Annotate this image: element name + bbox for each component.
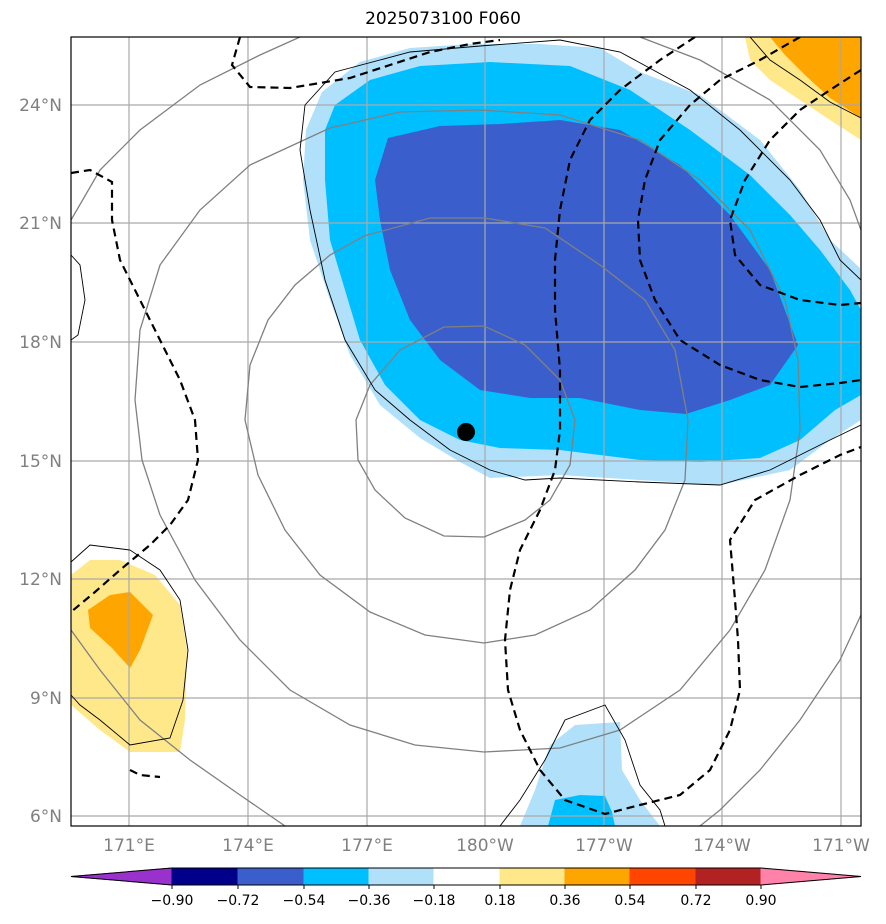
lon-label: 171°E [103, 836, 155, 856]
lon-label: 174°W [693, 836, 751, 856]
lon-label: 174°E [222, 836, 274, 856]
colorbar-tick-label: −0.90 [151, 893, 194, 909]
lon-label: 177°W [575, 836, 633, 856]
colorbar-tick-label: −0.72 [217, 893, 260, 909]
lon-label: 180°W [456, 836, 514, 856]
height-contours [71, 37, 861, 826]
lon-label: 177°E [341, 836, 393, 856]
lat-label: 18°N [19, 333, 62, 353]
colorbar-segment [433, 867, 501, 886]
colorbar-tick-label: 0.90 [745, 893, 776, 909]
lat-label: 12°N [19, 570, 62, 590]
lat-label: 24°N [19, 96, 62, 116]
colorbar-segment [303, 867, 370, 886]
lat-label: 15°N [19, 452, 62, 472]
negative-anomaly-south-mid [548, 795, 615, 826]
colorbar-segment [695, 867, 762, 886]
lat-label: 21°N [19, 214, 62, 234]
negative-anomaly-strong [375, 120, 798, 414]
colorbar-tick-label: 0.54 [614, 893, 645, 909]
storm-center-dot [457, 423, 475, 441]
positive-anomaly-sw-strong [88, 592, 153, 668]
colorbar-segment [564, 867, 631, 886]
dashed-contours [71, 37, 861, 816]
map-frame [70, 36, 862, 827]
colorbar-segment [760, 867, 862, 886]
colorbar-segment [70, 867, 173, 886]
colorbar-tick-label: 0.72 [680, 893, 711, 909]
lat-label: 6°N [30, 807, 62, 827]
lon-label: 171°W [812, 836, 870, 856]
map-title: 2025073100 F060 [365, 9, 521, 29]
colorbar-tick-label: −0.18 [413, 893, 456, 909]
colorbar: −0.90 −0.72 −0.54 −0.36 −0.18 0.18 0.36 0.54 0.7… [70, 867, 862, 909]
colorbar-segment [237, 867, 305, 886]
colorbar-segment [499, 867, 566, 886]
lat-label: 9°N [30, 689, 62, 709]
colorbar-segment [368, 867, 435, 886]
positive-anomaly-ne-strong [770, 37, 861, 118]
colorbar-tick-label: −0.36 [348, 893, 391, 909]
zero-contours [71, 37, 861, 826]
colorbar-tick-label: 0.18 [484, 893, 515, 909]
colorbar-segment [171, 867, 239, 886]
map-panel [71, 37, 861, 826]
colorbar-segment [629, 867, 697, 886]
colorbar-tick-label: −0.54 [283, 893, 326, 909]
colorbar-tick-label: 0.36 [549, 893, 580, 909]
latitude-labels: 24°N 21°N 18°N 15°N 12°N 9°N 6°N [19, 96, 62, 827]
longitude-labels: 171°E 174°E 177°E 180°W 177°W 174°W 171°… [103, 836, 870, 856]
